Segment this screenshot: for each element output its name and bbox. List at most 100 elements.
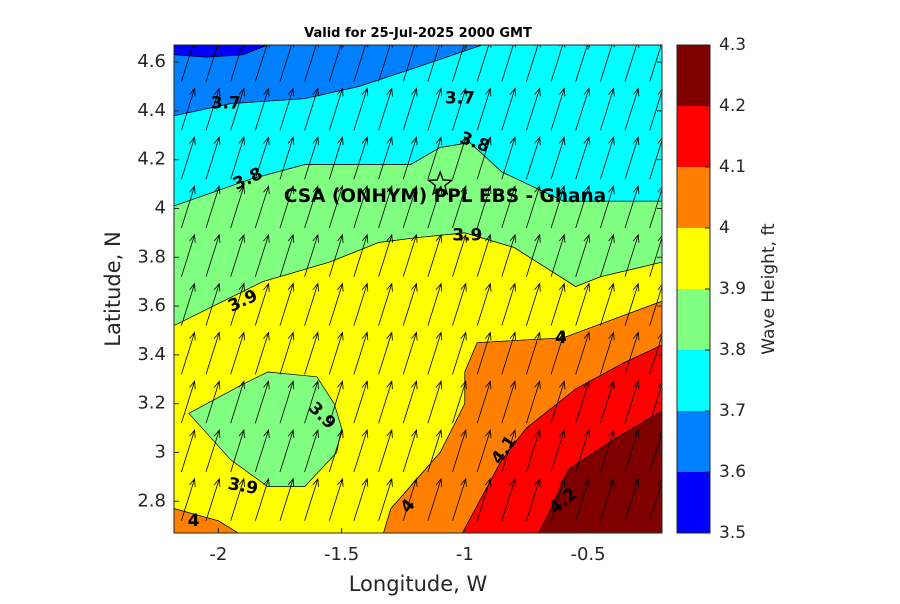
wind-arrow — [254, 136, 270, 180]
wind-arrow — [427, 233, 443, 277]
colorbar-tick-label: 4.3 — [719, 35, 746, 55]
wind-arrow — [353, 282, 369, 326]
wind-arrow — [550, 380, 566, 424]
wind-arrow — [205, 233, 221, 277]
wind-arrow — [378, 331, 393, 375]
contour-label: 3.9 — [452, 225, 482, 245]
wind-arrow — [181, 380, 196, 424]
wind-arrow — [476, 428, 492, 473]
wind-arrow — [526, 428, 541, 473]
wind-arrow — [402, 136, 418, 180]
wind-arrow — [476, 380, 492, 424]
wind-arrow — [279, 233, 295, 277]
wind-arrow — [304, 331, 319, 375]
colorbar-tick-label: 3.5 — [719, 523, 746, 543]
wind-arrow — [230, 428, 245, 473]
wind-arrow — [501, 477, 516, 521]
wind-arrow — [575, 380, 590, 424]
wind-arrow — [501, 184, 516, 229]
wind-arrow — [501, 428, 516, 473]
colorbar-swatch — [677, 106, 710, 167]
wind-arrow — [402, 45, 418, 82]
wind-arrow — [476, 282, 492, 326]
wind-arrow — [279, 282, 295, 326]
wind-arrow — [649, 332, 662, 375]
wind-arrow — [452, 184, 467, 229]
wind-arrow — [230, 184, 245, 229]
wind-arrow — [501, 45, 516, 82]
y-tick-label: 3.6 — [137, 295, 166, 316]
wind-arrow — [550, 282, 566, 326]
wind-arrow — [353, 477, 369, 521]
wind-arrow — [402, 428, 418, 473]
wind-arrow — [452, 233, 467, 277]
wind-arrow — [526, 136, 541, 180]
wind-arrow — [304, 45, 319, 82]
wind-arrow — [304, 428, 319, 473]
wind-arrow — [230, 331, 245, 375]
wind-arrow — [600, 136, 615, 180]
wind-arrow — [624, 477, 640, 521]
y-tick-label: 3 — [155, 441, 166, 462]
wind-arrow — [254, 233, 270, 277]
wind-arrow — [328, 380, 344, 424]
wind-arrow — [476, 136, 492, 180]
y-tick-label: 3.2 — [137, 393, 166, 414]
wind-arrow — [181, 184, 196, 229]
wind-arrow — [575, 136, 590, 180]
wind-arrow — [624, 136, 640, 180]
wind-arrow — [402, 87, 418, 131]
wind-arrow — [550, 233, 566, 277]
wind-arrow — [575, 282, 590, 326]
wind-arrow — [575, 331, 590, 375]
wind-arrow — [501, 331, 516, 375]
wind-arrow — [279, 331, 295, 375]
wind-arrow — [230, 87, 245, 131]
wind-arrow — [328, 233, 344, 277]
y-tick-label: 4.4 — [137, 100, 166, 121]
wind-arrow — [205, 282, 221, 326]
wind-arrow — [550, 477, 566, 521]
wind-arrow — [575, 233, 590, 277]
wind-arrow — [649, 137, 662, 180]
y-tick-label: 4 — [155, 197, 166, 218]
y-tick-label: 3.4 — [137, 344, 166, 365]
wind-arrow — [427, 282, 443, 326]
wind-arrow — [550, 428, 566, 473]
wind-arrow — [402, 331, 418, 375]
x-axis-label: Longitude, W — [349, 572, 488, 596]
wind-arrow — [328, 428, 344, 473]
wind-arrow — [279, 136, 295, 180]
wind-arrow — [205, 136, 221, 180]
wind-arrow — [378, 477, 393, 521]
wind-arrow — [304, 87, 319, 131]
colorbar-tick-label: 3.8 — [719, 340, 746, 360]
wind-arrow — [353, 136, 369, 180]
wind-arrow — [624, 282, 640, 326]
wind-arrow — [600, 428, 615, 473]
wind-arrow — [526, 477, 541, 521]
x-tick-label: -1.5 — [324, 544, 359, 565]
wind-arrow — [328, 331, 344, 375]
wind-arrow — [353, 428, 369, 473]
wind-arrow — [649, 430, 662, 473]
site-marker: CSA (ONHYM) PPL EBS - Ghana — [284, 170, 606, 207]
wind-arrow — [304, 184, 319, 229]
wind-arrow — [181, 282, 196, 326]
wind-arrow — [476, 45, 492, 82]
colorbar-tick-label: 4.2 — [719, 96, 746, 116]
wind-arrows — [181, 45, 662, 521]
wind-arrow — [575, 87, 590, 131]
wind-arrow — [452, 477, 467, 521]
colorbar-swatch — [677, 411, 710, 472]
colorbar-swatch — [677, 350, 710, 411]
wind-arrow — [427, 331, 443, 375]
wind-arrow — [279, 380, 295, 424]
wind-arrow — [304, 282, 319, 326]
wind-arrow — [279, 184, 295, 229]
y-axis-label: Latitude, N — [101, 231, 125, 347]
wind-arrow — [181, 331, 196, 375]
wind-arrow — [205, 428, 221, 473]
wind-arrow — [476, 331, 492, 375]
